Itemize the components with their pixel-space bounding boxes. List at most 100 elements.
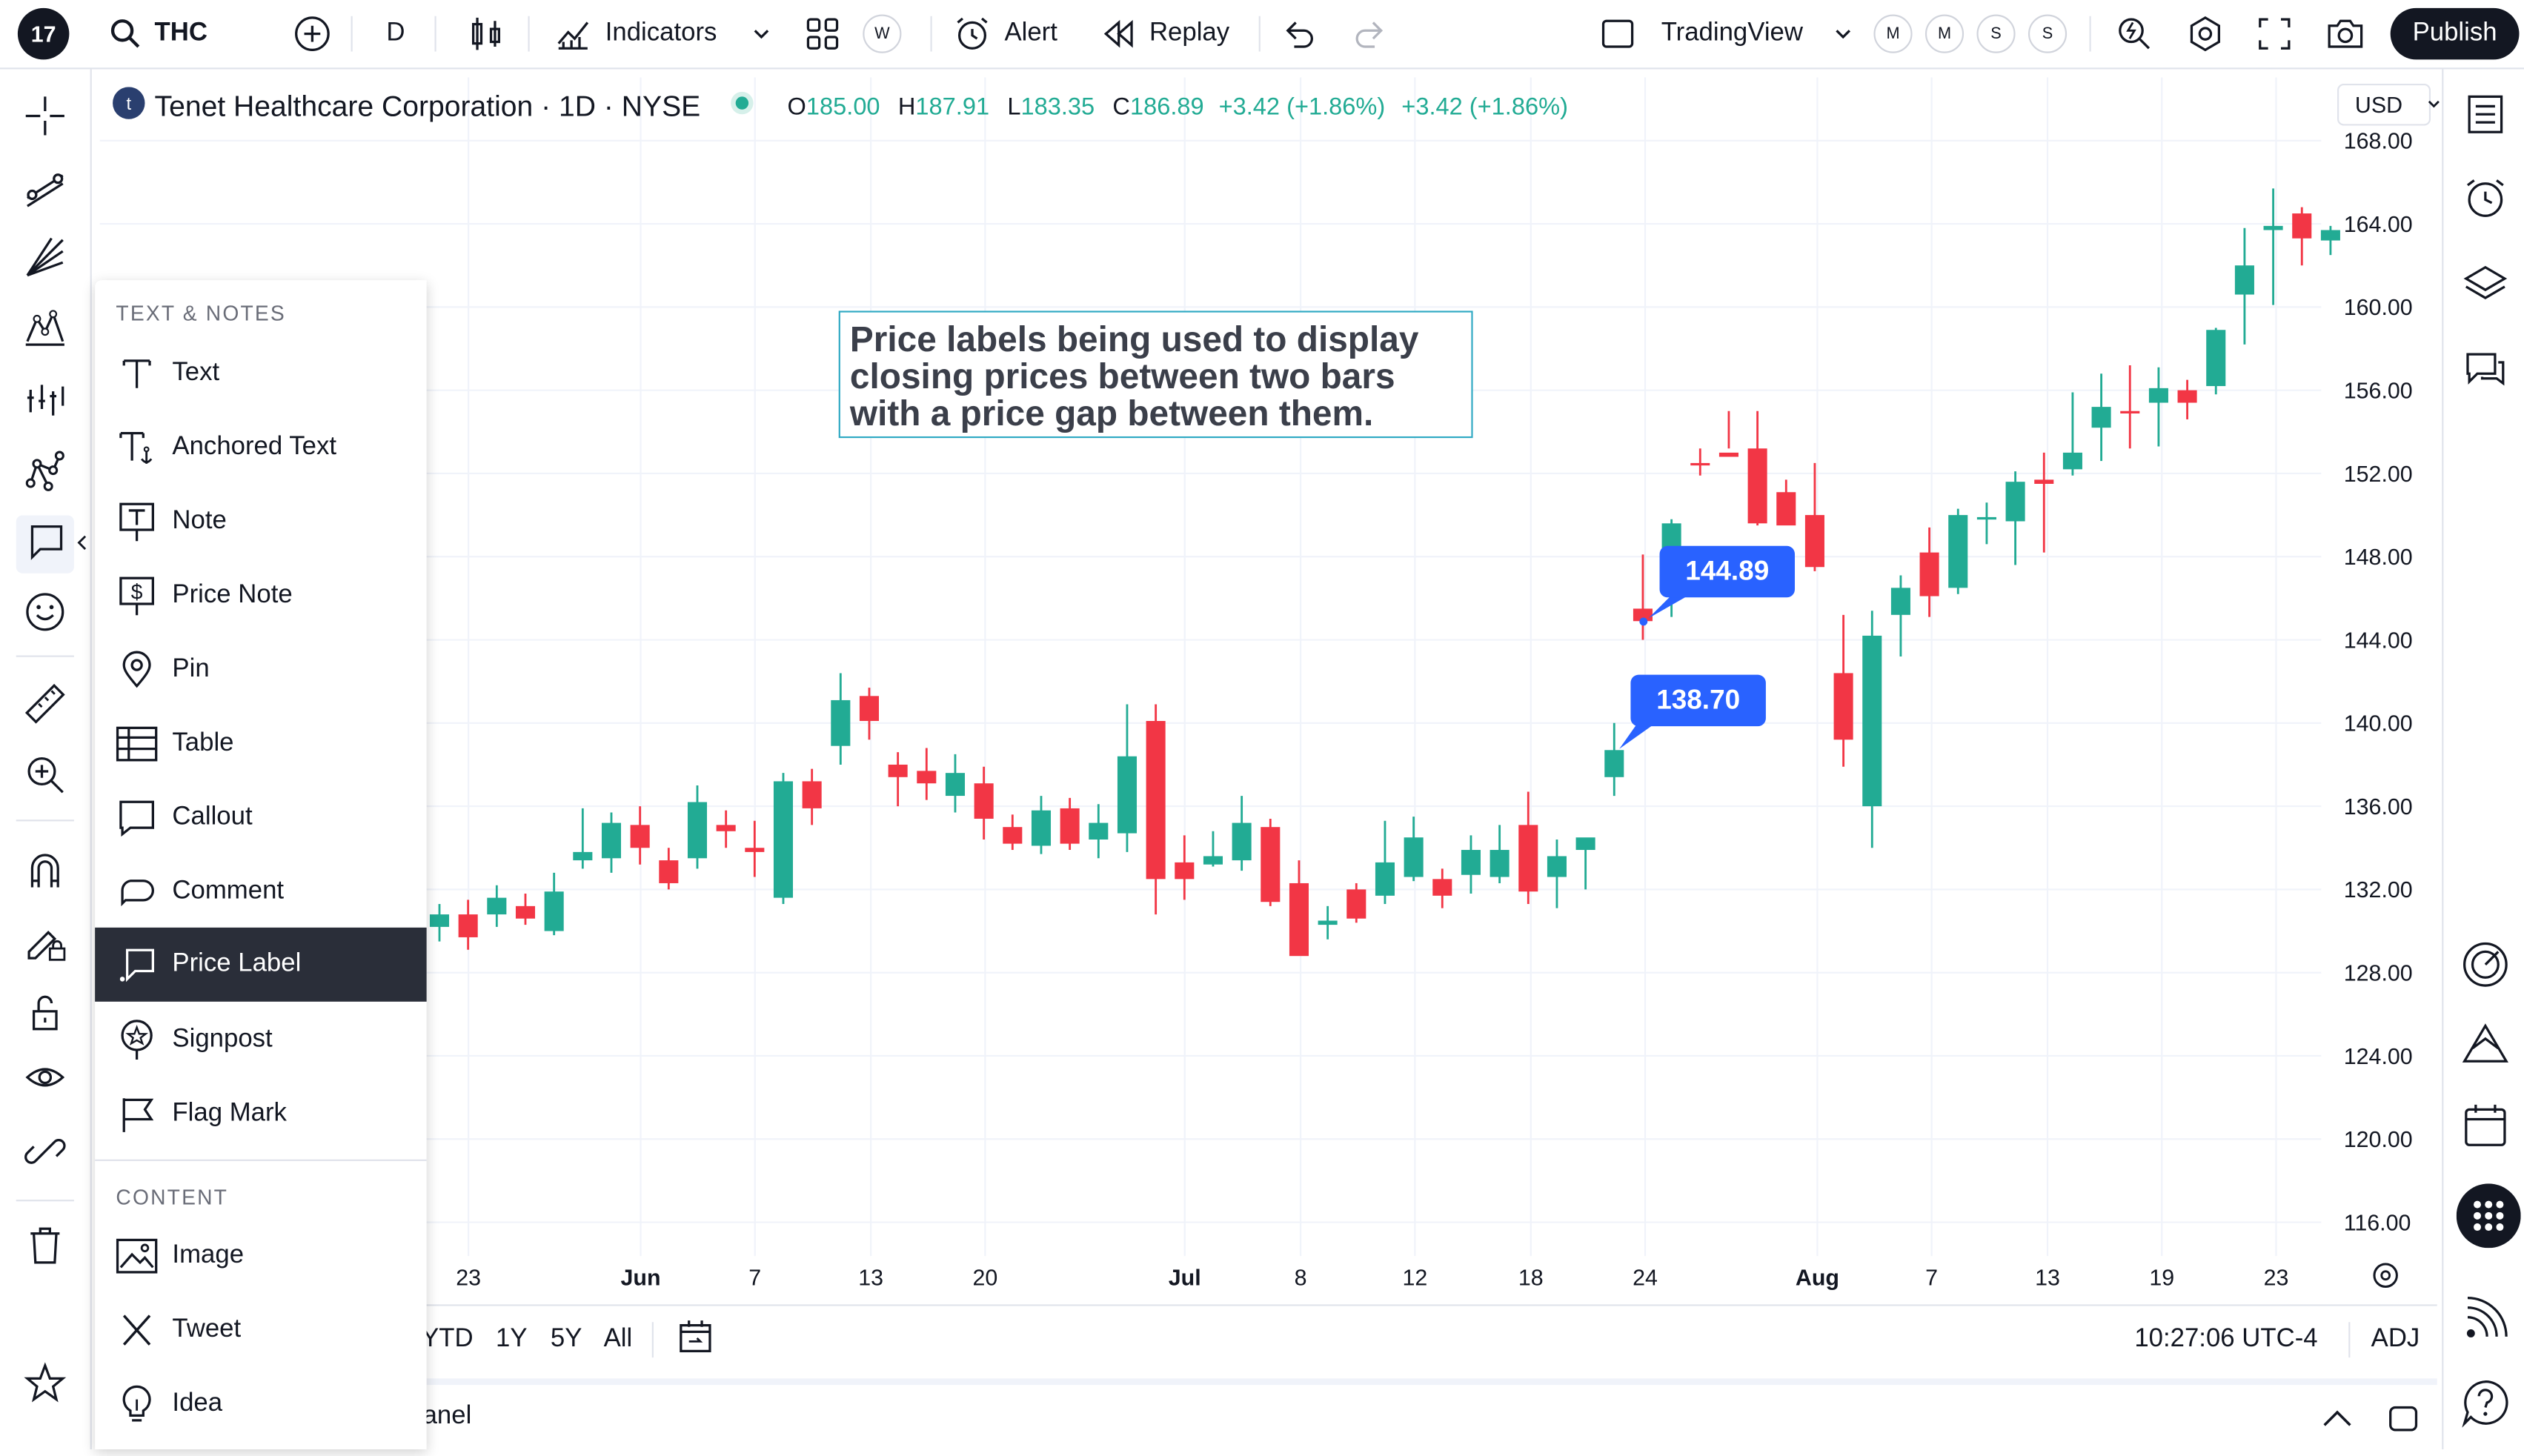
fib-tool[interactable] [16, 232, 74, 290]
annotation-tool[interactable] [16, 515, 74, 574]
adjustment-toggle[interactable]: ADJ [2371, 1306, 2420, 1374]
menu-item-anchored-text[interactable]: Anchored Text [95, 410, 426, 485]
redo-button[interactable] [1352, 0, 1388, 67]
menu-item-price-label[interactable]: Price Label [95, 927, 427, 1002]
user-badge-1[interactable]: M [1873, 0, 1913, 67]
menu-item-tweet[interactable]: Tweet [95, 1293, 426, 1367]
snapshot-button[interactable] [2325, 0, 2366, 67]
undo-button[interactable] [1281, 0, 1317, 67]
icons-tool[interactable] [16, 586, 74, 644]
object-tree-button[interactable] [2457, 258, 2514, 316]
range-1y[interactable]: 1Y [496, 1306, 528, 1374]
candle [1404, 817, 1424, 882]
patterns-tool[interactable] [16, 303, 74, 361]
crosshair-tool[interactable] [16, 90, 74, 148]
tradingview-logo[interactable]: 17 [16, 0, 71, 67]
user-badge-2[interactable]: M [1924, 0, 1965, 67]
divider [528, 16, 530, 52]
menu-item-idea[interactable]: Idea [95, 1367, 426, 1441]
alert-label: Alert [1004, 19, 1057, 47]
price-label-upper[interactable]: 144.89 [1659, 545, 1796, 598]
price-axis[interactable]: 168.00 164.00 160.00 156.00 152.00 148.00 144.… [2344, 129, 2413, 1236]
lock-drawings-tool[interactable] [16, 987, 74, 1045]
layout-toggle-button[interactable] [1600, 0, 1635, 67]
menu-item-flag-mark[interactable]: Flag Mark [95, 1077, 426, 1151]
compare-symbol-button[interactable] [293, 0, 331, 67]
currency-select[interactable]: USD [2337, 84, 2439, 126]
range-all[interactable]: All [604, 1306, 633, 1374]
clock-display[interactable]: 10:27:06 UTC-4 [2134, 1306, 2317, 1374]
menu-item-text[interactable]: Text [95, 336, 426, 410]
screener-button[interactable] [2457, 939, 2514, 997]
calendar-button[interactable] [2457, 1100, 2514, 1157]
magnet-tool[interactable] [16, 845, 74, 903]
time-tick-label: 18 [1518, 1265, 1544, 1290]
text-annotation[interactable]: Price labels being used to display closi… [838, 310, 1473, 439]
market-status-icon[interactable] [729, 90, 755, 124]
go-to-date-button[interactable] [676, 1306, 714, 1374]
publish-button[interactable]: Publish [2390, 7, 2520, 60]
streams-button[interactable] [2457, 1293, 2514, 1351]
ideas-button[interactable] [2457, 1020, 2514, 1077]
settings-button[interactable] [2186, 0, 2225, 67]
price-chart[interactable]: 168.00 164.00 160.00 156.00 152.00 148.00 144.… [99, 77, 2437, 1301]
watchlist-button[interactable] [2457, 89, 2514, 147]
time-tick-label: 7 [1925, 1265, 1938, 1290]
high-value: 187.91 [915, 92, 990, 120]
menu-item-comment[interactable]: Comment [95, 855, 426, 929]
help-button[interactable] [2457, 1377, 2514, 1435]
alerts-button[interactable] [2457, 173, 2514, 230]
chevron-left-icon[interactable] [74, 531, 90, 562]
zoom-in-tool[interactable] [16, 749, 74, 807]
quick-search-button[interactable] [2115, 0, 2153, 67]
layouts-button[interactable] [805, 0, 840, 67]
indicators-dropdown[interactable] [750, 0, 772, 67]
interval-button[interactable]: D [386, 0, 405, 67]
menu-item-label: Signpost [172, 1025, 273, 1054]
menu-item-signpost[interactable]: Signpost [95, 1003, 426, 1077]
prediction-tool[interactable] [16, 373, 74, 431]
indicators-button[interactable]: Indicators [554, 0, 717, 67]
remove-drawings-tool[interactable] [16, 1219, 74, 1277]
chat-icon [2462, 347, 2508, 400]
trend-line-tool[interactable] [16, 163, 74, 221]
layout-name-button[interactable]: TradingView [1661, 0, 1803, 67]
candle [1060, 797, 1080, 851]
menu-item-image[interactable]: Image [95, 1219, 426, 1293]
layout-name-dropdown[interactable] [1832, 0, 1854, 67]
chart-type-button[interactable] [467, 0, 505, 67]
candle [2177, 379, 2197, 419]
fullscreen-button[interactable] [2256, 0, 2292, 67]
collapse-panel-button[interactable] [2318, 1404, 2357, 1441]
alert-button[interactable]: Alert [953, 0, 1057, 67]
user-badge-3[interactable]: S [1976, 0, 2016, 67]
pencil-lock-icon [22, 919, 67, 972]
sync-drawings-tool[interactable] [16, 1126, 74, 1183]
user-badge-4[interactable]: S [2027, 0, 2068, 67]
menu-item-pin[interactable]: Pin [95, 633, 426, 707]
hide-drawings-tool[interactable] [16, 1051, 74, 1109]
measure-tool[interactable] [16, 678, 74, 736]
redo-icon [1352, 16, 1388, 52]
menu-item-price-note[interactable]: $ Price Note [95, 559, 426, 633]
range-5y[interactable]: 5Y [551, 1306, 582, 1374]
chats-button[interactable] [2457, 345, 2514, 402]
replay-button[interactable]: Replay [1101, 0, 1229, 67]
symbol-search[interactable]: THC [110, 0, 207, 67]
menu-item-callout[interactable]: Callout [95, 781, 426, 855]
geometric-shapes-tool[interactable] [16, 445, 74, 502]
magnet-icon [22, 848, 67, 901]
menu-item-note[interactable]: Note [95, 485, 426, 559]
symbol-title[interactable]: Tenet Healthcare Corporation · 1D · NYSE [154, 89, 701, 122]
menu-item-table[interactable]: Table [95, 707, 426, 781]
products-button[interactable] [2456, 1183, 2521, 1256]
price-label-lower[interactable]: 138.70 [1630, 674, 1766, 727]
plus-circle-icon [293, 15, 331, 53]
favorites-tool[interactable] [16, 1357, 74, 1415]
maximize-panel-button[interactable] [2385, 1401, 2421, 1445]
range-ytd[interactable]: YTD [422, 1306, 474, 1374]
stay-in-drawing-mode-tool[interactable] [16, 917, 74, 974]
time-axis[interactable]: 23 Jun 7 13 20 Jul 8 12 18 24 Aug 7 13 19 23 [456, 1263, 2398, 1290]
layout-badge[interactable]: W [863, 0, 902, 67]
axis-settings-icon[interactable] [2373, 1263, 2398, 1288]
